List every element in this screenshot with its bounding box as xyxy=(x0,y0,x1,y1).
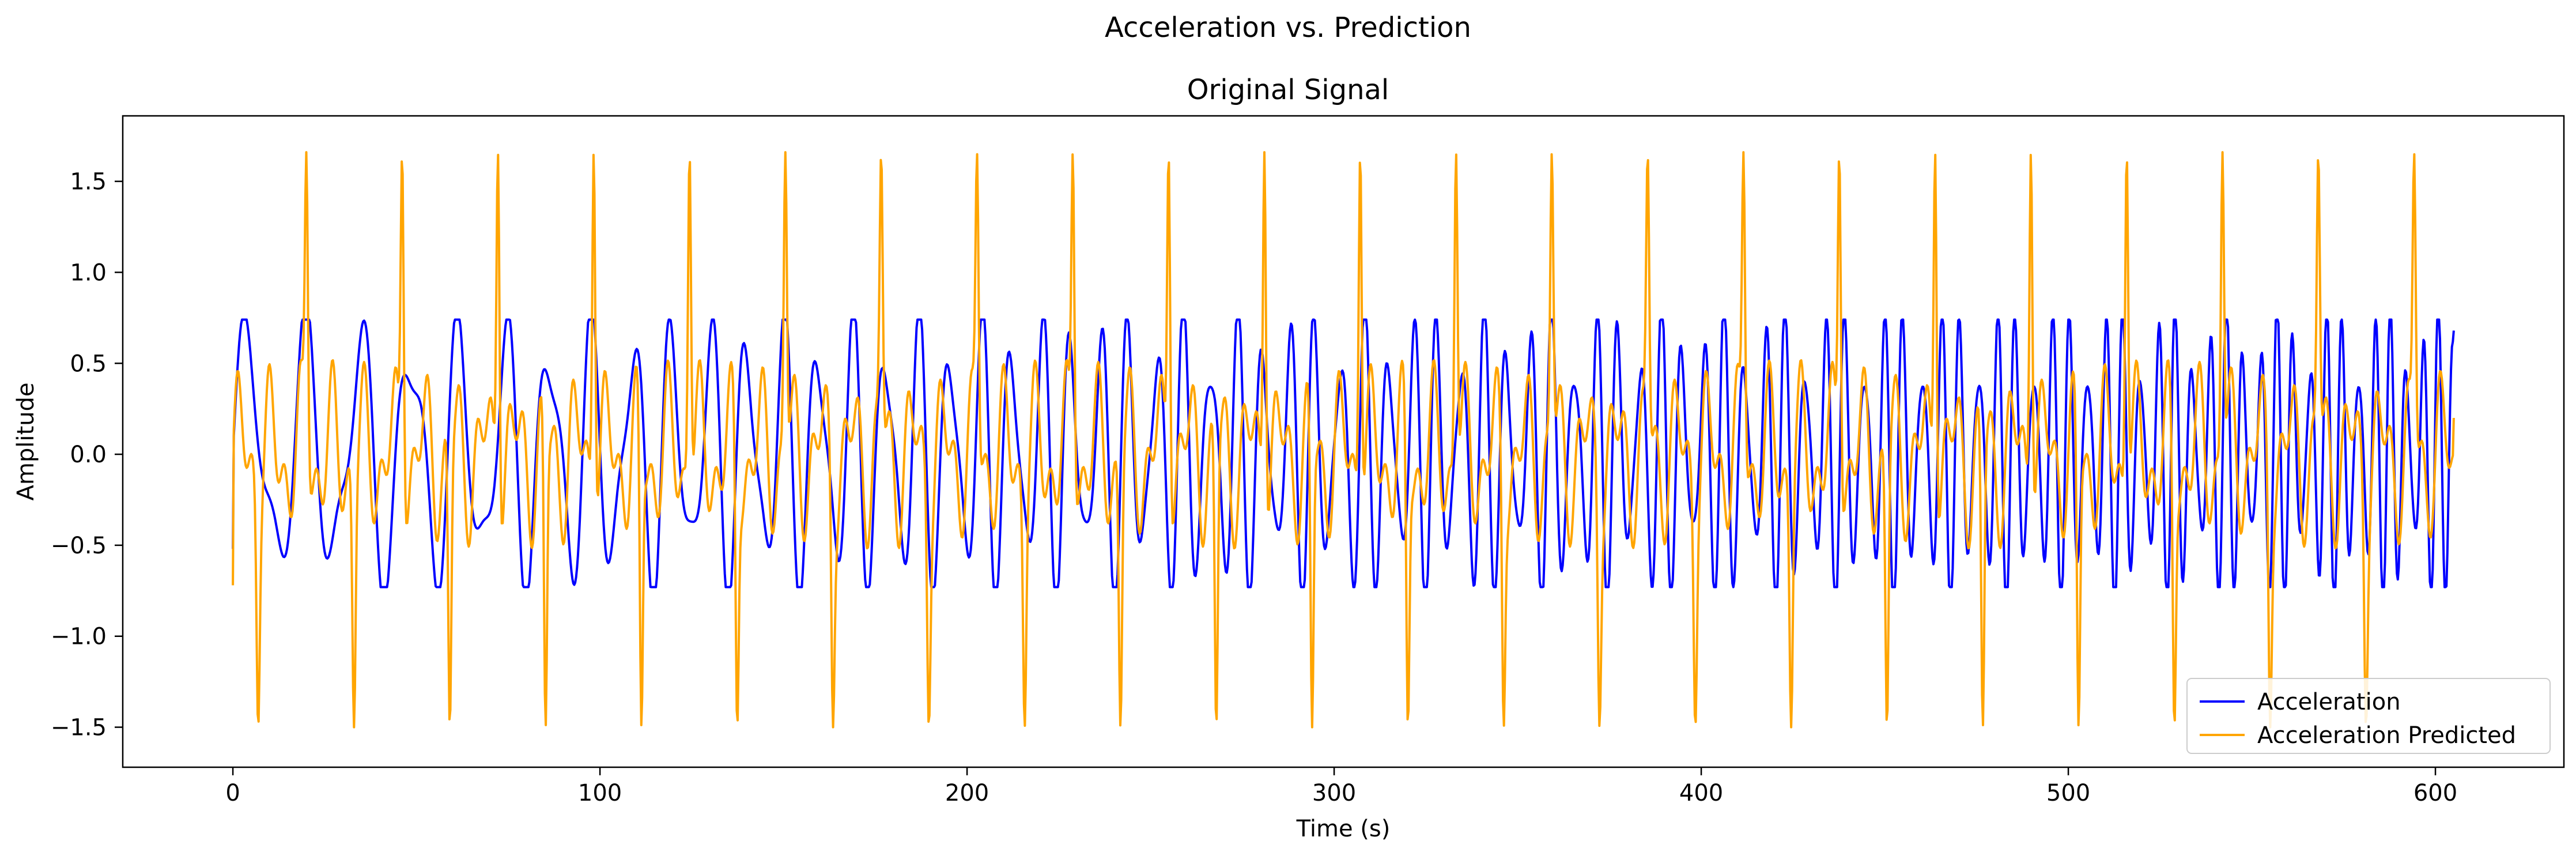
x-tick-label: 600 xyxy=(2413,780,2457,806)
x-tick-label: 300 xyxy=(1312,780,1356,806)
series-line-acceleration xyxy=(232,318,2455,589)
series-line-acceleration-predicted xyxy=(232,151,2455,729)
x-tick-label: 200 xyxy=(945,780,989,806)
plot-frame xyxy=(122,115,2565,768)
figure-suptitle: Acceleration vs. Prediction xyxy=(1105,12,1471,44)
y-tick-label: 0.0 xyxy=(70,442,107,468)
x-tick-label: 500 xyxy=(2046,780,2090,806)
y-axis-label: Amplitude xyxy=(13,383,39,501)
legend-label-acceleration: Acceleration xyxy=(2257,689,2401,715)
legend-label-acceleration-predicted: Acceleration Predicted xyxy=(2257,722,2516,749)
legend: Acceleration Acceleration Predicted xyxy=(2186,678,2551,754)
y-tick-label: 1.0 xyxy=(70,259,107,286)
y-tick-label: −1.0 xyxy=(51,624,107,650)
y-tick-label: −0.5 xyxy=(51,533,107,559)
x-axis-label: Time (s) xyxy=(1296,816,1391,842)
x-tick-label: 100 xyxy=(578,780,622,806)
series-layer xyxy=(232,151,2455,729)
chart-title: Original Signal xyxy=(1187,74,1389,106)
x-tick-label: 400 xyxy=(1679,780,1723,806)
legend-box xyxy=(2186,678,2551,754)
y-tick-label: −1.5 xyxy=(51,715,107,741)
x-axis-ticks: 0 100 200 300 400 500 600 xyxy=(225,767,2457,806)
y-tick-label: 1.5 xyxy=(70,169,107,195)
y-axis-ticks: −1.5 −1.0 −0.5 0.0 0.5 1.0 1.5 xyxy=(51,169,123,741)
y-tick-label: 0.5 xyxy=(70,350,107,377)
x-tick-label: 0 xyxy=(225,780,240,806)
